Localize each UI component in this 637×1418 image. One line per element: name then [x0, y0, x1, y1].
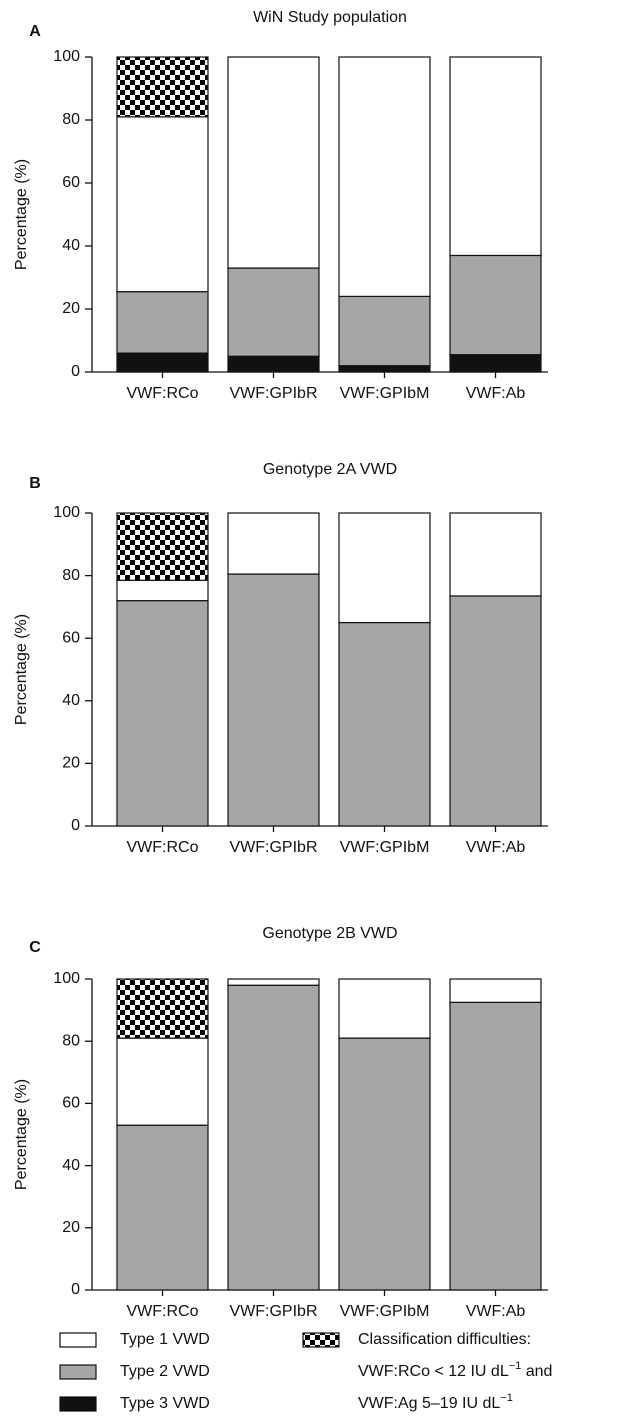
- bar-segment: [227, 573, 320, 827]
- bar-segment: [227, 56, 320, 269]
- bar-segment: [227, 512, 320, 575]
- note-after: and: [521, 1363, 552, 1380]
- bar-segment: [338, 621, 431, 827]
- y-tick-label: 40: [62, 237, 80, 254]
- panel-label: B: [29, 475, 41, 492]
- x-tick-label: VWF:Ab: [466, 1303, 526, 1320]
- y-tick-label: 0: [71, 363, 80, 380]
- y-axis-label: Percentage (%): [13, 159, 30, 270]
- bar-segment: [116, 291, 209, 354]
- bar-segment: [449, 978, 542, 1003]
- y-tick-label: 80: [62, 1032, 80, 1049]
- x-tick-label: VWF:Ab: [466, 385, 526, 402]
- bar-segment: [449, 254, 542, 356]
- legend-label: Classification difficulties:: [358, 1331, 531, 1348]
- y-tick-label: 100: [53, 970, 80, 987]
- bar-segment: [116, 512, 209, 581]
- chart-title: WiN Study population: [253, 9, 407, 26]
- y-tick-label: 20: [62, 755, 80, 772]
- y-tick-label: 20: [62, 300, 80, 317]
- y-tick-label: 20: [62, 1219, 80, 1236]
- x-tick-label: VWF:Ab: [466, 839, 526, 856]
- y-axis-label: Percentage (%): [13, 614, 30, 725]
- y-tick-label: 40: [62, 1157, 80, 1174]
- x-tick-label: VWF:GPIbR: [229, 839, 317, 856]
- bar-segment: [338, 512, 431, 624]
- bar-segment: [116, 56, 209, 118]
- legend-swatch: [59, 1364, 97, 1380]
- bar-segment: [227, 978, 320, 986]
- x-tick-label: VWF:GPIbM: [340, 385, 430, 402]
- bar-segment: [116, 1037, 209, 1126]
- bar-segment: [449, 354, 542, 373]
- bar-segment: [227, 267, 320, 357]
- bar-segment: [449, 1001, 542, 1291]
- bar-segment: [116, 579, 209, 602]
- y-axis-label: Percentage (%): [13, 1079, 30, 1190]
- legend-swatch: [302, 1332, 340, 1348]
- y-tick-label: 0: [71, 1281, 80, 1298]
- x-tick-label: VWF:RCo: [127, 1303, 199, 1320]
- bar-segment: [449, 595, 542, 827]
- x-tick-label: VWF:GPIbR: [229, 385, 317, 402]
- legend-note: VWF:Ag 5–19 IU dL−1: [358, 1392, 513, 1412]
- y-tick-label: 100: [53, 504, 80, 521]
- chart-title: Genotype 2B VWD: [262, 925, 397, 942]
- panel-label: C: [29, 939, 41, 956]
- y-tick-label: 40: [62, 692, 80, 709]
- bar-segment: [338, 56, 431, 297]
- legend-label: Type 1 VWD: [120, 1331, 210, 1348]
- bar-segment: [338, 978, 431, 1039]
- y-tick-label: 100: [53, 48, 80, 65]
- x-tick-label: VWF:GPIbR: [229, 1303, 317, 1320]
- bar-segment: [227, 984, 320, 1291]
- bar-segment: [116, 1124, 209, 1291]
- note-sup: −1: [509, 1360, 522, 1372]
- y-tick-label: 60: [62, 1095, 80, 1112]
- bar-segment: [449, 56, 542, 257]
- y-tick-label: 60: [62, 629, 80, 646]
- chart-title: Genotype 2A VWD: [263, 461, 397, 478]
- x-tick-label: VWF:RCo: [127, 385, 199, 402]
- legend-note: VWF:RCo < 12 IU dL−1 and: [358, 1360, 552, 1380]
- bar-segment: [338, 365, 431, 373]
- legend-swatch: [59, 1332, 97, 1348]
- bar-segment: [449, 512, 542, 597]
- bar-segment: [227, 355, 320, 373]
- y-tick-label: 80: [62, 111, 80, 128]
- legend-label: Type 2 VWD: [120, 1363, 210, 1380]
- bar-segment: [338, 1037, 431, 1291]
- bar-segment: [338, 295, 431, 367]
- y-tick-label: 60: [62, 174, 80, 191]
- x-tick-label: VWF:GPIbM: [340, 1303, 430, 1320]
- bar-segment: [116, 600, 209, 827]
- note-sup: −1: [500, 1392, 513, 1404]
- bar-segment: [116, 978, 209, 1039]
- note-text: VWF:RCo < 12 IU dL: [358, 1363, 509, 1380]
- legend-swatch: [59, 1396, 97, 1412]
- bar-segment: [116, 352, 209, 373]
- legend-label: Type 3 VWD: [120, 1395, 210, 1412]
- x-tick-label: VWF:RCo: [127, 839, 199, 856]
- panel-label: A: [29, 23, 41, 40]
- y-tick-label: 0: [71, 817, 80, 834]
- y-tick-label: 80: [62, 567, 80, 584]
- x-tick-label: VWF:GPIbM: [340, 839, 430, 856]
- bar-segment: [116, 116, 209, 293]
- note-text: VWF:Ag 5–19 IU dL: [358, 1395, 500, 1412]
